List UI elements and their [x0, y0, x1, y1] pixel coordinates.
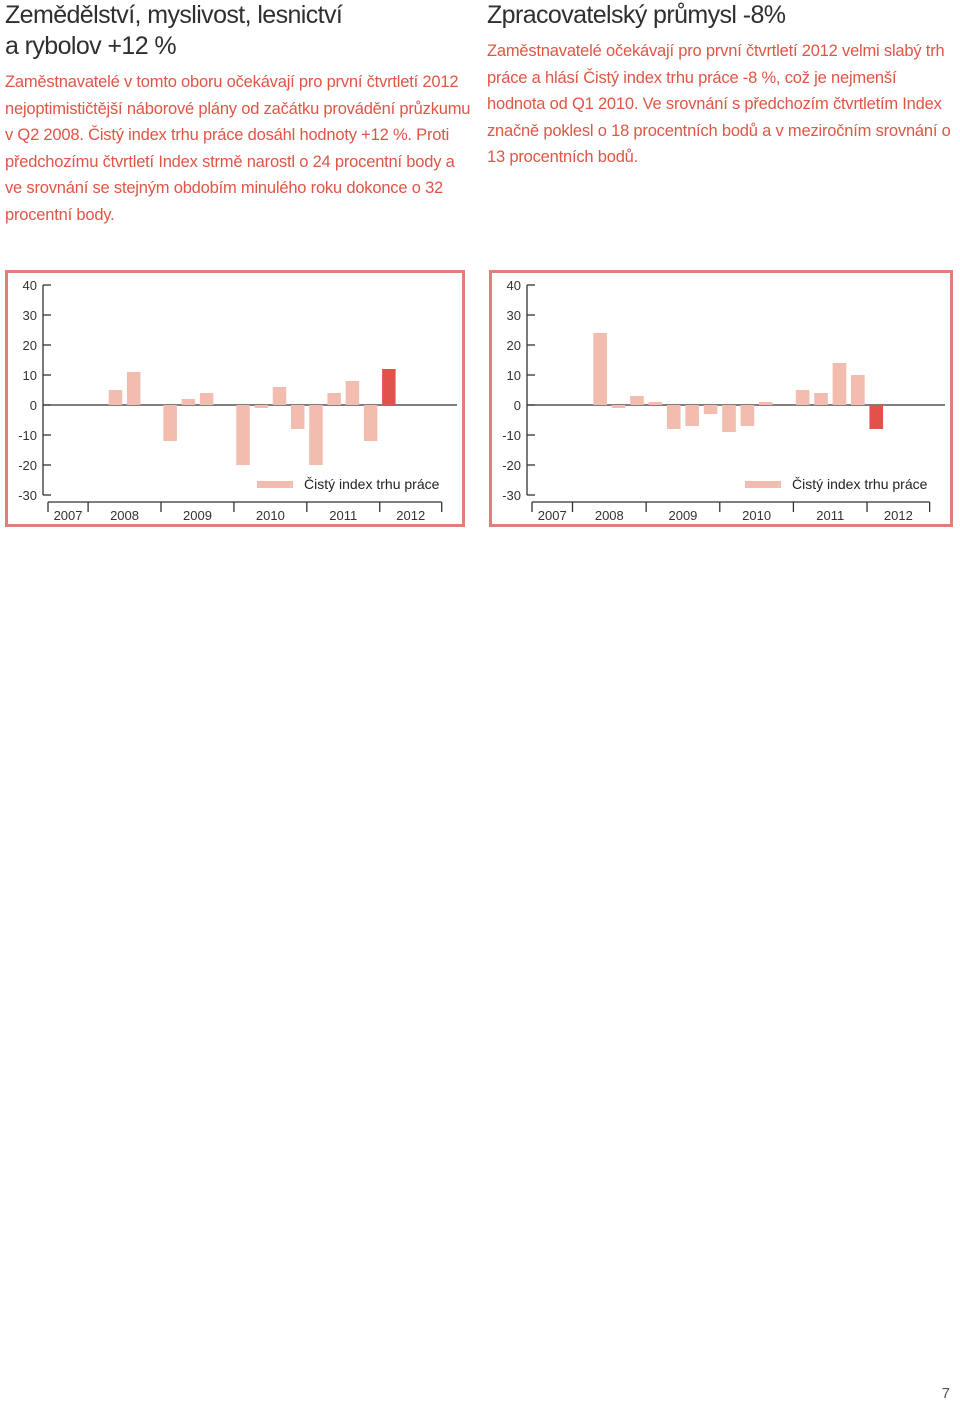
paragraph-body: Proti předchozímu čtvrtletí Index strmě … — [5, 126, 455, 224]
bar — [814, 393, 828, 405]
bar — [126, 372, 141, 405]
x-year-label: 2012 — [884, 508, 913, 523]
y-tick-label: 10 — [507, 368, 521, 383]
x-year-label: 2009 — [668, 508, 697, 523]
bar — [181, 399, 196, 405]
x-year-label: 2011 — [816, 508, 844, 523]
x-year-label: 2009 — [183, 508, 212, 523]
bar — [236, 405, 250, 465]
bar — [199, 393, 214, 405]
page-number: 7 — [941, 1385, 950, 1402]
paragraph-highlight: Zaměstnavatelé v tomto oboru očekávají p… — [5, 73, 471, 144]
bar — [611, 405, 626, 408]
x-year-label: 2008 — [110, 508, 139, 523]
y-tick-label: 40 — [507, 278, 521, 293]
y-tick-label: 0 — [30, 398, 37, 413]
bar — [851, 375, 865, 405]
x-year-label: 2011 — [329, 508, 357, 523]
bar — [648, 402, 663, 405]
section-agriculture: Zemědělství, myslivost, lesnictví a rybo… — [5, 0, 475, 228]
paragraph-body: Zaměstnavatelé očekávají pro první čtvrt… — [487, 42, 951, 166]
x-year-label: 2007 — [54, 508, 83, 523]
bar — [832, 363, 847, 405]
y-tick-label: 30 — [23, 308, 37, 323]
legend-label: Čistý index trhu práce — [304, 476, 440, 492]
bar — [722, 405, 736, 432]
bar — [740, 405, 755, 426]
y-tick-label: 20 — [507, 338, 521, 353]
bar — [630, 396, 644, 405]
y-tick-label: -20 — [18, 458, 37, 473]
bar — [163, 405, 177, 441]
section-heading: Zemědělství, myslivost, lesnictví a rybo… — [5, 1, 343, 60]
y-tick-label: -10 — [18, 428, 37, 443]
legend-swatch — [745, 481, 781, 488]
bar — [869, 405, 884, 429]
section-paragraph: Zaměstnavatelé v tomto oboru očekávají p… — [5, 69, 475, 228]
bar — [309, 405, 323, 465]
bar — [327, 393, 341, 405]
bar — [290, 405, 305, 429]
y-tick-label: -30 — [18, 488, 37, 503]
y-tick-label: 10 — [23, 368, 37, 383]
bar — [254, 405, 269, 408]
x-year-label: 2010 — [742, 508, 771, 523]
legend-swatch — [257, 481, 293, 488]
bar — [685, 405, 699, 426]
y-tick-label: 40 — [23, 278, 37, 293]
x-year-label: 2007 — [538, 508, 567, 523]
x-year-label: 2008 — [595, 508, 624, 523]
legend-label: Čistý index trhu práce — [792, 476, 928, 492]
x-year-label: 2010 — [256, 508, 285, 523]
chart-agriculture: 40 30 20 10 0 -10 -20 -30 2007 2008 2009 2010 2011 20… — [5, 270, 465, 527]
bar — [795, 390, 810, 405]
bar — [272, 387, 287, 405]
bar — [363, 405, 378, 441]
y-tick-label: 0 — [514, 398, 521, 413]
bar — [345, 381, 360, 405]
bar — [593, 333, 607, 405]
y-tick-label: -10 — [502, 428, 521, 443]
y-tick-label: 20 — [23, 338, 37, 353]
bar — [382, 369, 396, 405]
x-year-label: 2012 — [396, 508, 425, 523]
y-tick-label: 30 — [507, 308, 521, 323]
y-tick-label: -20 — [502, 458, 521, 473]
bar — [666, 405, 681, 429]
y-tick-label: -30 — [502, 488, 521, 503]
chart-manufacturing: 40 30 20 10 0 -10 -20 -30 2007 2008 2009 2010 2011 20… — [489, 270, 953, 527]
section-paragraph: Zaměstnavatelé očekávají pro první čtvrt… — [487, 38, 955, 171]
section-heading: Zpracovatelský průmysl -8% — [487, 1, 786, 29]
bar — [758, 402, 773, 405]
bar — [108, 390, 123, 405]
bar — [703, 405, 718, 414]
section-manufacturing: Zpracovatelský průmysl -8% Zaměstnavatel… — [487, 0, 955, 171]
